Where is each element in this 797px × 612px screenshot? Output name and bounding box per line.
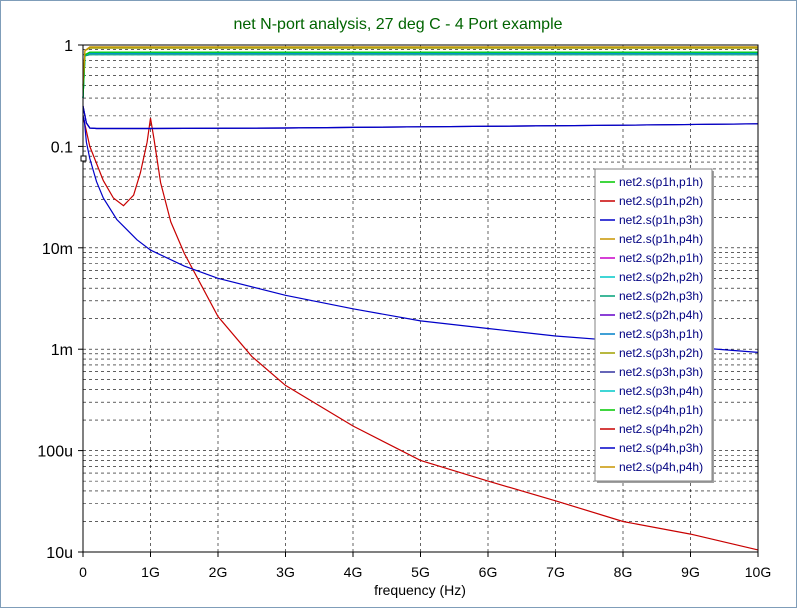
x-tick-label: 0 [79, 564, 87, 580]
x-tick-label: 2G [209, 564, 228, 580]
x-tick-label: 10G [745, 564, 771, 580]
x-tick-label: 8G [614, 564, 633, 580]
y-tick-label: 1m [51, 342, 73, 359]
legend-entry: net2.s(p4h,p4h) [619, 460, 703, 474]
x-axis-ticks: 0 1G 2G 3G 4G 5G 6G 7G 8G 9G 10G [79, 552, 771, 580]
legend-entry: net2.s(p1h,p1h) [619, 175, 703, 189]
y-tick-label: 0.1 [51, 139, 73, 156]
y-tick-label: 100u [37, 444, 73, 461]
legend-entry: net2.s(p2h,p3h) [619, 289, 703, 303]
legend-entry: net2.s(p4h,p3h) [619, 441, 703, 455]
legend-entry: net2.s(p1h,p3h) [619, 213, 703, 227]
grid [83, 45, 758, 552]
y-tick-label: 10u [46, 545, 73, 562]
legend-entry: net2.s(p3h,p4h) [619, 384, 703, 398]
y-axis-ticks: 1 0.1 10m 1m 100u 10u [37, 38, 83, 562]
x-tick-label: 6G [479, 564, 498, 580]
x-axis-label: frequency (Hz) [374, 582, 466, 598]
legend-entry: net2.s(p1h,p4h) [619, 232, 703, 246]
series-line [82, 105, 759, 130]
x-tick-label: 7G [546, 564, 565, 580]
legend-entry: net2.s(p3h,p2h) [619, 346, 703, 360]
series-line [82, 115, 759, 551]
origin-marker [80, 155, 87, 162]
legend-entry: net2.s(p3h,p1h) [619, 327, 703, 341]
x-tick-label: 4G [344, 564, 363, 580]
x-tick-label: 1G [141, 564, 160, 580]
series-lines [82, 46, 759, 551]
legend-entry: net2.s(p4h,p2h) [619, 422, 703, 436]
y-tick-label: 1 [64, 38, 73, 55]
legend-entry: net2.s(p3h,p3h) [619, 365, 703, 379]
x-tick-label: 3G [276, 564, 295, 580]
legend-entry: net2.s(p2h,p1h) [619, 251, 703, 265]
legend: net2.s(p1h,p1h) net2.s(p1h,p2h) net2.s(p1h… [594, 168, 714, 483]
x-tick-label: 9G [681, 564, 700, 580]
y-tick-label: 10m [42, 241, 73, 258]
legend-entry: net2.s(p2h,p4h) [619, 308, 703, 322]
legend-entry: net2.s(p4h,p1h) [619, 403, 703, 417]
legend-entry: net2.s(p2h,p2h) [619, 270, 703, 284]
series-line [82, 46, 758, 86]
legend-entry: net2.s(p1h,p2h) [619, 194, 703, 208]
series-line [82, 115, 759, 353]
x-tick-label: 5G [411, 564, 430, 580]
chart-title: net N-port analysis, 27 deg C - 4 Port e… [233, 16, 562, 33]
